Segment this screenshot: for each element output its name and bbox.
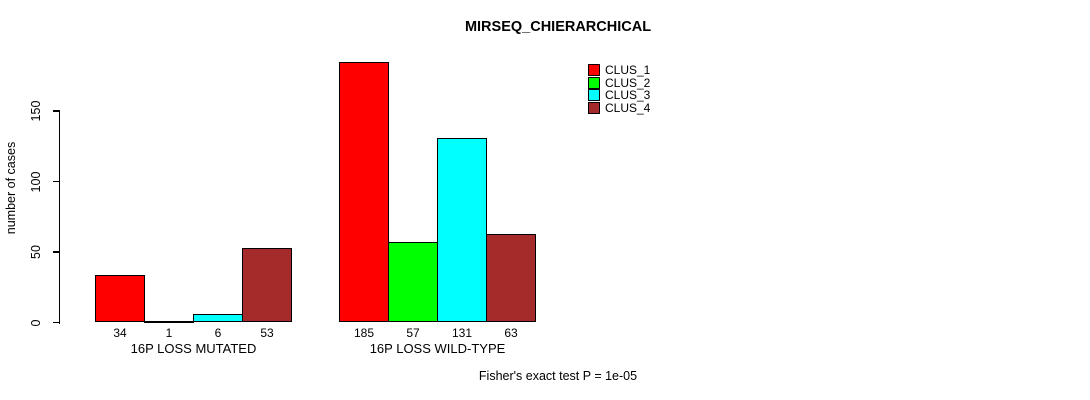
legend-item: CLUS_4 xyxy=(588,100,651,115)
y-tick-label: 150 xyxy=(29,100,43,122)
group-label-2: 16P LOSS WILD-TYPE xyxy=(369,341,506,356)
y-tick xyxy=(53,180,60,183)
y-tick xyxy=(53,321,60,324)
bar-value-label: 34 xyxy=(113,326,127,340)
y-tick xyxy=(53,251,60,253)
legend-label: CLUS_4 xyxy=(605,100,651,115)
y-tick-label: 50 xyxy=(29,245,43,259)
legend-item: CLUS_2 xyxy=(588,75,651,90)
bar-clus-1-group-2 xyxy=(339,61,389,323)
bar-value-label: 57 xyxy=(406,326,420,340)
legend-label: CLUS_2 xyxy=(605,75,651,90)
legend-label: CLUS_3 xyxy=(605,88,651,103)
bar-clus-3-group-1 xyxy=(193,314,243,323)
bar-value-label: 6 xyxy=(214,326,222,340)
footnote-fisher-test: Fisher's exact test P = 1e-05 xyxy=(478,369,638,383)
chart-title: MIRSEQ_CHIERARCHICAL xyxy=(464,19,652,35)
bar-clus-2-group-2 xyxy=(388,242,438,323)
y-tick-label: 0 xyxy=(29,319,43,326)
legend-item: CLUS_1 xyxy=(588,64,650,77)
bar-clus-4-group-1 xyxy=(242,247,292,323)
legend-item: CLUS_3 xyxy=(588,89,650,102)
y-axis-line xyxy=(58,111,60,324)
bar-value-label: 185 xyxy=(353,326,375,340)
group-label-1: 16P LOSS MUTATED xyxy=(130,341,257,356)
bar-clus-3-group-2 xyxy=(437,137,487,323)
y-tick-label: 100 xyxy=(29,171,43,192)
legend-swatch-clus-3 xyxy=(588,89,600,102)
bar-value-label: 1 xyxy=(165,326,173,340)
legend: CLUS_1 CLUS_2 CLUS_3 CLUS_4 xyxy=(588,64,650,114)
bar-value-label: 63 xyxy=(504,326,518,340)
legend-label: CLUS_1 xyxy=(605,63,651,78)
bar-clus-1-group-1 xyxy=(95,274,145,323)
legend-swatch-clus-4 xyxy=(588,101,600,114)
bar-clus-4-group-2 xyxy=(486,233,536,323)
y-tick xyxy=(53,110,60,112)
legend-swatch-clus-2 xyxy=(588,76,600,89)
bar-clus-2-group-1 xyxy=(144,320,194,323)
legend-swatch-clus-1 xyxy=(588,64,600,77)
bar-value-label: 53 xyxy=(260,326,274,340)
bar-value-label: 131 xyxy=(451,326,473,340)
